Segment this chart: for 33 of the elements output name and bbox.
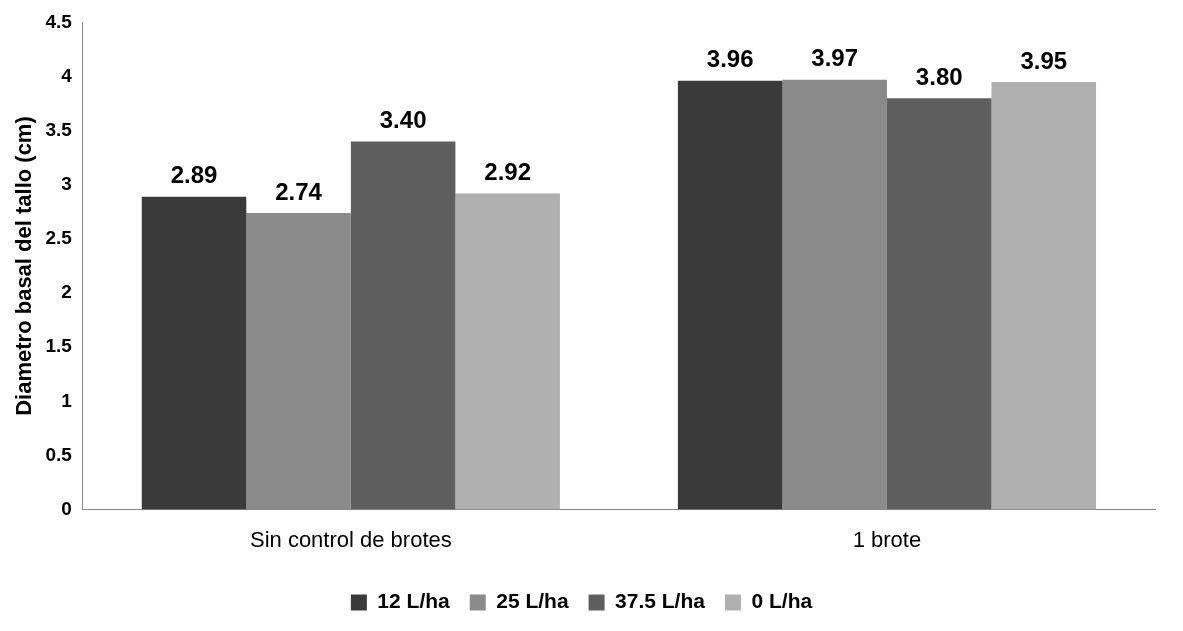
legend-label: 37.5 L/ha [615, 589, 706, 613]
data-label: 3.40 [379, 106, 427, 134]
data-label: 2.74 [275, 177, 323, 205]
data-label: 3.80 [915, 62, 963, 90]
y-axis-title: Diametro basal del tallo (cm) [11, 116, 37, 416]
data-label: 3.97 [811, 44, 859, 72]
bar [886, 98, 992, 510]
y-tick-label: 0 [61, 497, 72, 519]
data-label: 3.96 [706, 45, 754, 73]
bar [677, 80, 783, 510]
y-tick-label: 3.5 [45, 118, 73, 140]
y-tick-label: 2.5 [45, 227, 73, 249]
bar [782, 79, 887, 510]
legend-label: 12 L/ha [377, 589, 451, 613]
bar [455, 193, 560, 510]
data-label: 3.95 [1020, 46, 1068, 74]
data-label: 2.89 [170, 161, 218, 189]
y-tick-label: 1 [61, 389, 73, 411]
data-label: 2.92 [484, 158, 532, 186]
y-tick-label: 0.5 [45, 443, 73, 465]
legend-label: 0 L/ha [751, 589, 813, 613]
bar [141, 196, 247, 510]
bar [246, 212, 351, 510]
x-tick-label: Sin control de brotes [249, 526, 452, 552]
y-tick-label: 3 [61, 173, 72, 195]
legend-label: 25 L/ha [496, 589, 569, 613]
bar [991, 81, 1097, 510]
y-tick-label: 1.5 [45, 335, 73, 357]
y-tick-label: 4.5 [45, 10, 73, 32]
bar [350, 141, 456, 510]
y-tick-label: 4 [61, 64, 73, 86]
y-tick-label: 2 [61, 281, 72, 303]
x-tick-label: 1 brote [852, 526, 922, 552]
